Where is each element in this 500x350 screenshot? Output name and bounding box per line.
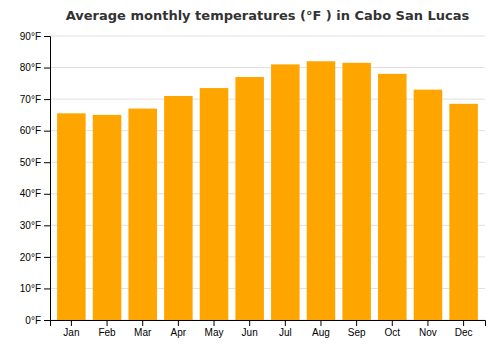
x-tick-label: Sep — [348, 327, 366, 338]
y-tick-label: 10°F — [20, 283, 41, 294]
y-tick-label: 90°F — [20, 31, 41, 42]
y-tick-mark — [44, 99, 50, 100]
x-tick-mark — [178, 320, 179, 326]
y-tick-label: 0°F — [25, 315, 41, 326]
x-axis: Jan Feb Mar Apr May Jun Jul Aug Sep Oct Nov Dec — [51, 320, 486, 338]
y-tick-mark — [44, 36, 50, 37]
x-tick-mark — [320, 320, 321, 326]
y-tick: 70°F — [20, 94, 50, 105]
x-tick-mark — [285, 320, 286, 326]
x-tick-label: Apr — [171, 327, 187, 338]
y-tick-label: 40°F — [20, 188, 41, 199]
x-tick: Aug — [312, 320, 330, 338]
x-tick-mark — [356, 320, 357, 326]
x-tick: Nov — [419, 320, 437, 338]
x-tick: Sep — [348, 320, 366, 338]
bar — [342, 63, 371, 320]
x-tick: Jun — [242, 320, 258, 338]
x-tick-label: Jan — [63, 327, 79, 338]
bars — [57, 61, 478, 320]
y-tick-label: 80°F — [20, 62, 41, 73]
y-axis: 0°F 10°F 20°F 30°F 40°F 50°F 60°F 70°F 80°F 90°F — [20, 31, 51, 326]
x-tick-mark — [249, 320, 250, 326]
bar — [449, 104, 478, 320]
x-tick-mark — [392, 320, 393, 326]
x-tick-label: Jul — [279, 327, 292, 338]
y-tick-mark — [44, 68, 50, 69]
chart-svg: 0°F 10°F 20°F 30°F 40°F 50°F 60°F 70°F 80°F 90°F J… — [0, 0, 500, 350]
x-tick-label: Jun — [242, 327, 258, 338]
title: Average monthly temperatures (°F ) in Ca… — [66, 8, 470, 23]
y-tick: 20°F — [20, 252, 50, 263]
bar — [128, 109, 157, 320]
x-tick: Mar — [134, 320, 152, 338]
x-tick-mark — [427, 320, 428, 326]
x-tick: Jan — [63, 320, 79, 338]
grid-line — [50, 36, 485, 37]
y-tick-label: 30°F — [20, 220, 41, 231]
bar — [235, 77, 264, 320]
plot-area: 0°F 10°F 20°F 30°F 40°F 50°F 60°F 70°F 80°F 90°F J… — [20, 31, 486, 338]
y-tick: 80°F — [20, 62, 50, 73]
x-tick-label: Aug — [312, 327, 330, 338]
y-tick: 60°F — [20, 125, 50, 136]
x-tick-label: Mar — [134, 327, 152, 338]
bar — [378, 74, 407, 320]
y-tick: 30°F — [20, 220, 50, 231]
y-tick-mark — [44, 162, 50, 163]
y-tick: 90°F — [20, 31, 50, 42]
y-tick: 10°F — [20, 283, 50, 294]
bar — [307, 61, 336, 320]
x-tick-label: Feb — [98, 327, 116, 338]
y-tick-mark — [44, 288, 50, 289]
chart-container: 0°F 10°F 20°F 30°F 40°F 50°F 60°F 70°F 80°F 90°F J… — [0, 0, 500, 350]
x-tick-label: Dec — [455, 327, 473, 338]
y-tick: 40°F — [20, 188, 50, 199]
x-tick: Dec — [455, 320, 473, 338]
y-tick-mark — [44, 131, 50, 132]
y-tick-label: 50°F — [20, 157, 41, 168]
grid — [50, 36, 485, 320]
bar — [164, 96, 193, 320]
y-tick-mark — [44, 257, 50, 258]
grid-line — [50, 67, 485, 68]
bar — [200, 88, 229, 320]
y-tick-mark — [44, 320, 50, 321]
y-tick: 50°F — [20, 157, 50, 168]
y-tick-mark — [44, 225, 50, 226]
y-axis-line — [44, 37, 51, 321]
x-tick: Jul — [279, 320, 292, 338]
x-axis-line — [51, 321, 486, 327]
bar — [93, 115, 122, 320]
bar — [271, 64, 300, 320]
x-tick: Oct — [385, 320, 401, 338]
x-tick-mark — [463, 320, 464, 326]
y-tick-label: 60°F — [20, 125, 41, 136]
x-tick: Feb — [98, 320, 116, 338]
y-tick-label: 70°F — [20, 94, 41, 105]
x-tick-mark — [142, 320, 143, 326]
x-tick-label: Nov — [419, 327, 437, 338]
bar — [57, 113, 86, 320]
x-tick-label: May — [205, 327, 224, 338]
x-tick-mark — [214, 320, 215, 326]
y-tick-label: 20°F — [20, 252, 41, 263]
y-tick-mark — [44, 194, 50, 195]
x-tick: May — [205, 320, 224, 338]
x-tick-mark — [107, 320, 108, 326]
x-tick-mark — [71, 320, 72, 326]
bar — [414, 90, 443, 320]
y-tick: 0°F — [25, 315, 50, 326]
x-tick: Apr — [171, 320, 187, 338]
x-tick-label: Oct — [385, 327, 401, 338]
